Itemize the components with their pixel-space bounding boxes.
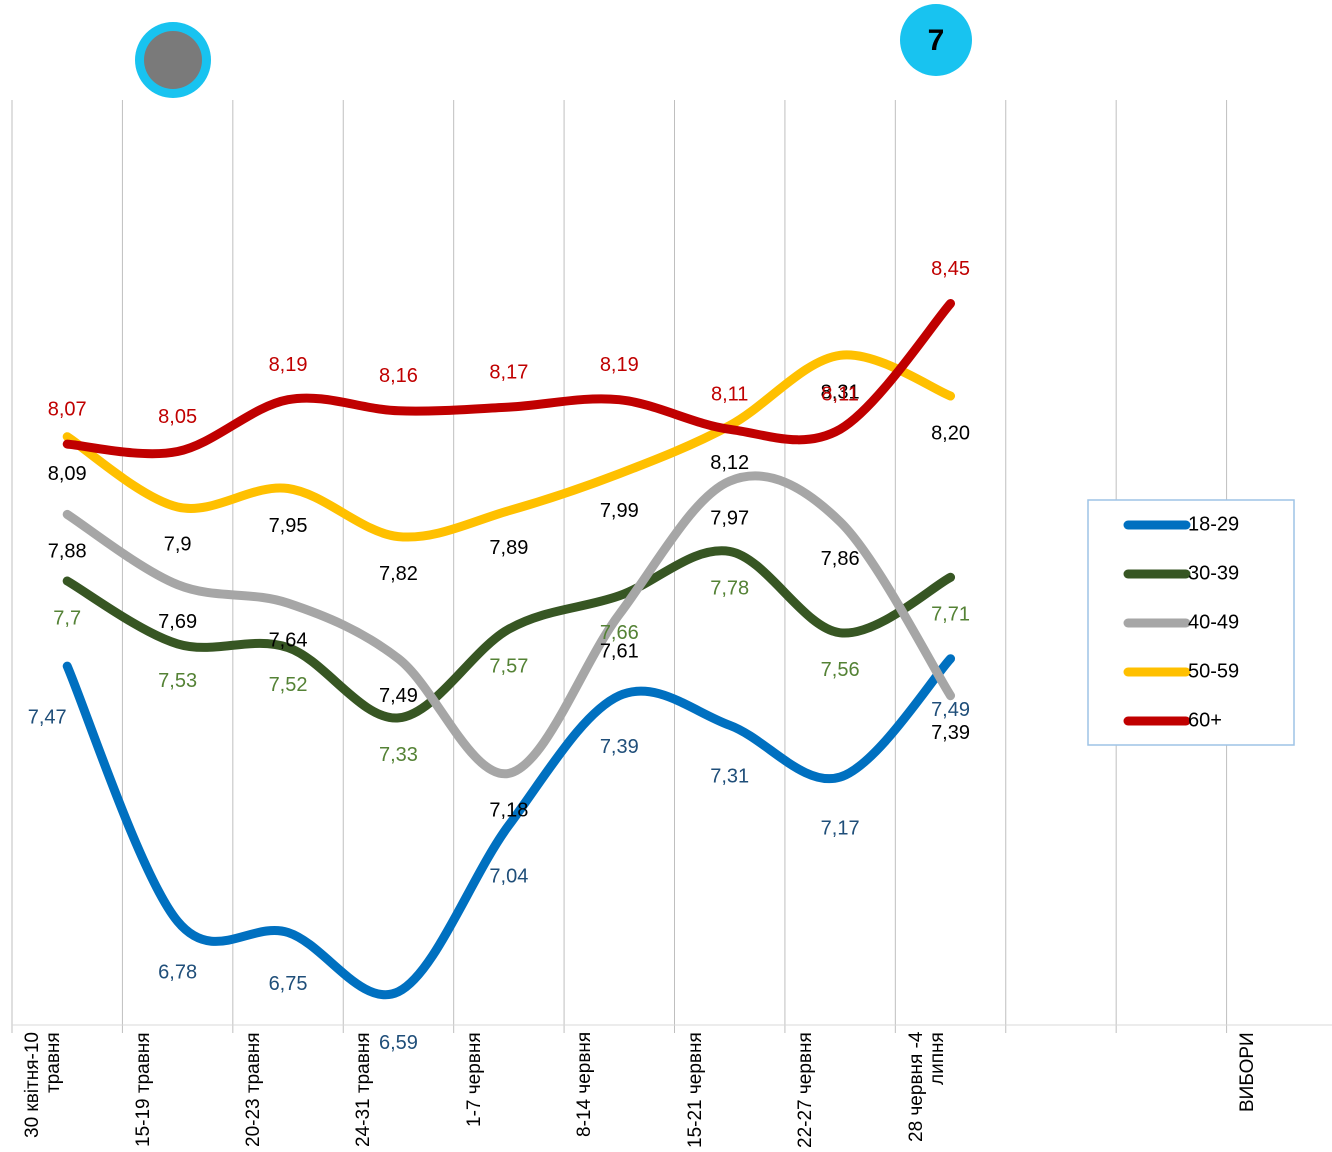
legend-label: 40-49 xyxy=(1188,611,1239,633)
data-label: 7,56 xyxy=(821,659,860,681)
series-line xyxy=(62,654,956,1000)
data-label: 7,49 xyxy=(379,685,418,707)
x-tick-label: 1-7 червня xyxy=(463,1032,485,1127)
data-label: 7,47 xyxy=(28,706,67,728)
data-label: 8,19 xyxy=(600,354,639,376)
data-label: 8,45 xyxy=(931,258,970,280)
data-label: 7,33 xyxy=(379,744,418,766)
data-label: 7,31 xyxy=(710,766,749,788)
x-tick-label: 8-14 червня xyxy=(574,1032,596,1138)
legend-box xyxy=(1087,499,1295,746)
data-label: 6,75 xyxy=(269,973,308,995)
x-tick-label: 28 червня -4 липня xyxy=(905,1032,948,1143)
badge-text: 7 xyxy=(928,24,945,57)
data-label: 7,04 xyxy=(489,865,528,887)
data-label: 8,07 xyxy=(48,398,87,420)
data-label: 7,39 xyxy=(600,736,639,758)
x-tick-label: ВИБОРИ xyxy=(1236,1032,1258,1112)
data-label: 8,11 xyxy=(821,384,858,406)
data-label: 8,12 xyxy=(710,452,749,474)
legend-label: 30-39 xyxy=(1188,562,1239,584)
data-label: 8,11 xyxy=(711,384,748,406)
x-tick-label: 15-19 травня xyxy=(132,1032,154,1147)
decor-circle xyxy=(144,31,202,89)
x-tick-label: 15-21 червня xyxy=(684,1032,706,1148)
data-label: 8,05 xyxy=(158,406,197,428)
x-tick-label: 20-23 травня xyxy=(243,1032,265,1147)
data-label: 7,82 xyxy=(379,563,418,585)
data-label: 7,78 xyxy=(710,578,749,600)
data-label: 7,18 xyxy=(489,800,528,822)
data-label: 7,71 xyxy=(931,604,970,626)
series-line xyxy=(62,471,956,778)
series-line xyxy=(62,546,956,723)
legend-label: 18-29 xyxy=(1188,513,1239,535)
data-label: 7,61 xyxy=(600,641,639,663)
data-label: 8,17 xyxy=(489,361,528,383)
data-label: 7,97 xyxy=(710,507,749,529)
x-tick-label: 22-27 червня xyxy=(795,1032,817,1148)
data-label: 7,66 xyxy=(600,622,639,644)
data-label: 7,9 xyxy=(164,533,192,555)
series-line xyxy=(62,299,956,459)
x-tick-label: 30 квітня-10 травня xyxy=(22,1032,65,1138)
data-label: 7,69 xyxy=(158,611,197,633)
data-label: 8,31 xyxy=(821,382,860,404)
data-label: 7,99 xyxy=(600,500,639,522)
badge xyxy=(900,4,972,76)
data-label: 7,7 xyxy=(53,607,81,629)
data-label: 6,59 xyxy=(379,1032,418,1054)
data-label: 7,89 xyxy=(489,537,528,559)
data-label: 8,16 xyxy=(379,365,418,387)
data-label: 8,09 xyxy=(48,463,87,485)
data-label: 8,19 xyxy=(269,354,308,376)
data-label: 7,95 xyxy=(269,515,308,537)
data-label: 7,17 xyxy=(821,817,860,839)
data-label: 7,64 xyxy=(269,629,308,651)
x-tick-label: 24-31 травня xyxy=(353,1032,375,1147)
data-label: 6,78 xyxy=(158,962,197,984)
data-label: 7,86 xyxy=(821,548,860,570)
data-label: 7,52 xyxy=(269,674,308,696)
legend-label: 50-59 xyxy=(1188,660,1239,682)
data-label: 7,53 xyxy=(158,670,197,692)
legend-label: 60+ xyxy=(1188,709,1222,731)
data-label: 8,20 xyxy=(931,422,970,444)
data-label: 7,57 xyxy=(489,655,528,677)
data-label: 7,88 xyxy=(48,541,87,563)
data-label: 7,49 xyxy=(931,699,970,721)
data-label: 7,39 xyxy=(931,722,970,744)
series-line xyxy=(62,350,956,542)
